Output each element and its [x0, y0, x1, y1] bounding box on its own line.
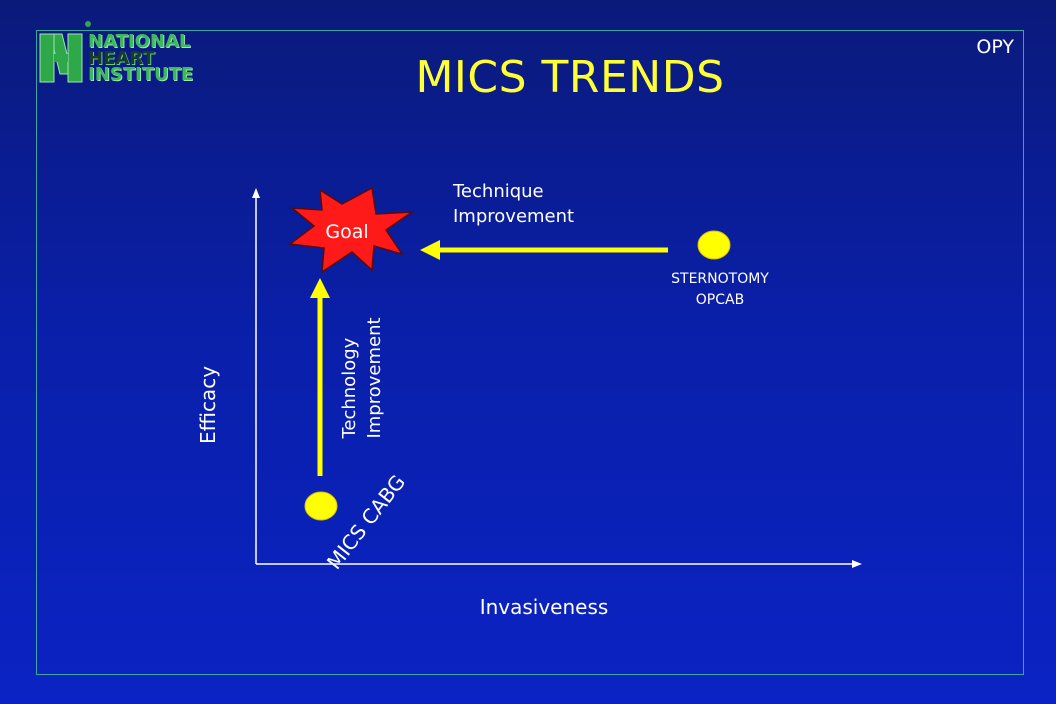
sternotomy-label-line-1: STERNOTOMY — [671, 271, 769, 287]
technique-label-line-1: Technique — [453, 181, 544, 202]
sternotomy-label-line-2: OPCAB — [695, 292, 745, 308]
technology-label-line-1: Technology — [339, 337, 360, 439]
y-axis-label: Efficacy — [196, 365, 220, 445]
starburst-icon — [288, 186, 415, 274]
logo-line-1: NATIONAL — [88, 31, 191, 52]
technique-improvement-label: Technique Improvement — [453, 179, 574, 229]
sternotomy-label: STERNOTOMY OPCAB — [640, 269, 800, 311]
technique-label-line-2: Improvement — [453, 206, 575, 227]
sternotomy-dot — [697, 230, 731, 260]
x-axis-label: Invasiveness — [479, 595, 609, 619]
corner-code: OPY — [976, 36, 1014, 58]
mics-dot — [304, 491, 338, 521]
logo-line-2: HEART — [88, 48, 155, 69]
logo-line-3: INSTITUTE — [88, 64, 194, 85]
technology-label-line-2: Improvement — [364, 317, 385, 439]
technique-arrowhead — [420, 240, 440, 260]
technology-improvement-label: Technology Improvement — [337, 317, 387, 438]
slide-frame — [36, 30, 1024, 675]
goal-label: Goal — [325, 221, 369, 243]
logo-mark — [39, 21, 91, 83]
y-axis-arrowhead — [252, 188, 260, 198]
nhi-logo-icon — [38, 18, 198, 86]
x-axis-arrowhead — [852, 560, 862, 568]
slide-title: MICS TRENDS — [415, 52, 725, 103]
technology-arrowhead — [310, 278, 330, 298]
